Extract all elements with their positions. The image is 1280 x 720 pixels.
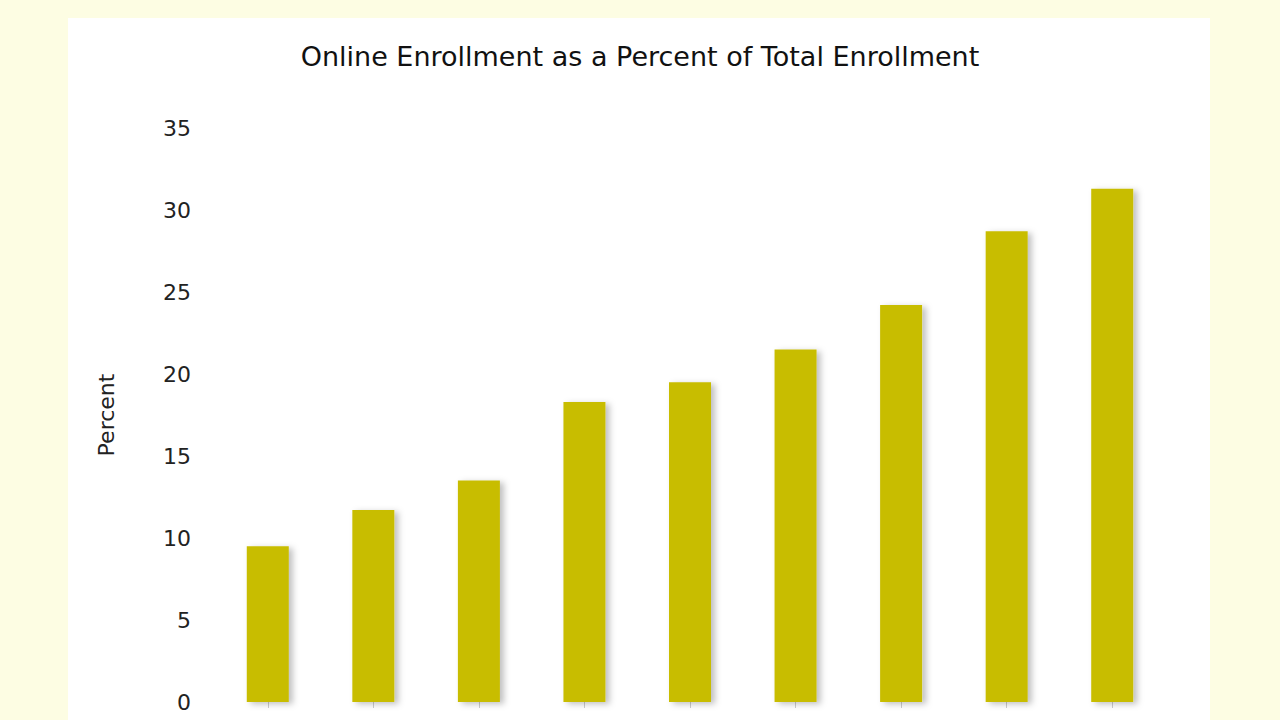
svg-text:0: 0 <box>177 690 191 715</box>
svg-text:5: 5 <box>177 608 191 633</box>
svg-text:Online Enrollment as a Percent: Online Enrollment as a Percent of Total … <box>301 41 980 72</box>
svg-text:Percent: Percent <box>94 373 119 456</box>
svg-text:30: 30 <box>163 198 191 223</box>
svg-text:35: 35 <box>163 116 191 141</box>
svg-text:20: 20 <box>163 362 191 387</box>
svg-text:15: 15 <box>163 444 191 469</box>
svg-text:10: 10 <box>163 526 191 551</box>
svg-text:25: 25 <box>163 280 191 305</box>
